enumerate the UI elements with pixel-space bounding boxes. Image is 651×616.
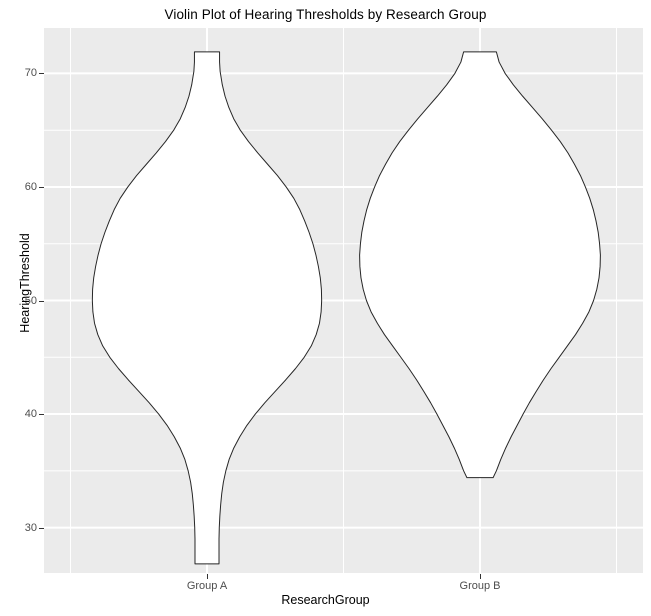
violin-canvas <box>44 28 643 573</box>
violin-group-a <box>91 51 323 565</box>
y-axis-tick-mark <box>39 300 44 302</box>
x-axis-tick-label-group-b: Group B <box>459 580 501 592</box>
y-axis-tick-label: 30 <box>24 521 37 534</box>
y-axis-tick-mark <box>39 527 44 529</box>
y-axis-tick-label: 60 <box>24 180 37 193</box>
y-axis-tick-mark <box>39 73 44 75</box>
x-axis-tick-mark <box>207 574 208 579</box>
y-axis-tick-label: 70 <box>24 67 37 80</box>
y-axis-tick-labels: 70 60 50 40 30 <box>0 0 37 616</box>
chart-title: Violin Plot of Hearing Thresholds by Res… <box>164 7 487 22</box>
y-axis-tick-label: 50 <box>24 294 37 307</box>
y-axis-tick-mark <box>39 414 44 416</box>
y-axis-tick-label: 40 <box>24 408 37 421</box>
violin-shapes <box>91 51 601 565</box>
y-axis-tick-mark <box>39 186 44 188</box>
x-axis-tick-label-group-a: Group A <box>186 580 228 592</box>
x-axis-tick-mark <box>480 574 481 579</box>
x-axis-title: ResearchGroup <box>281 593 370 607</box>
plot-panel <box>44 28 643 573</box>
violin-group-b <box>359 51 601 479</box>
